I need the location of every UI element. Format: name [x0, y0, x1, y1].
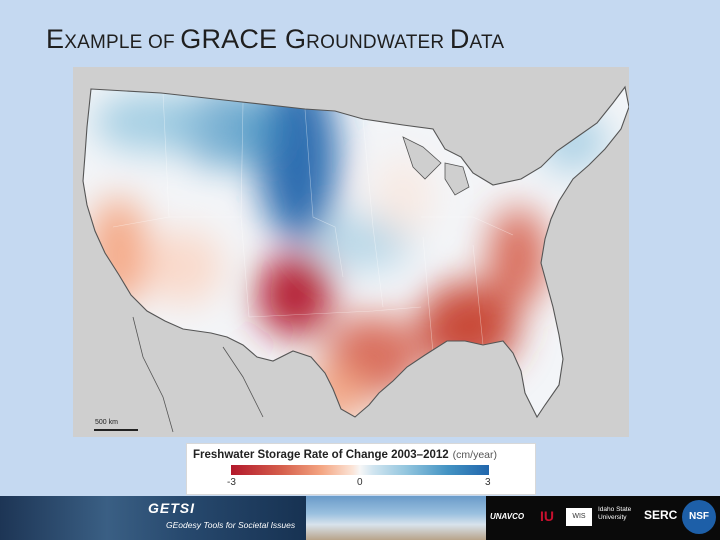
- map-svg: [73, 67, 629, 437]
- getsi-logo: GETSI: [148, 500, 196, 516]
- wis-logo: WIS: [566, 508, 592, 526]
- footer-field-photo: [306, 496, 486, 540]
- legend-color-ramp: [231, 465, 489, 475]
- legend-tick-min: -3: [227, 477, 236, 488]
- map-legend: Freshwater Storage Rate of Change 2003–2…: [186, 443, 536, 495]
- groundwater-map: [73, 67, 629, 437]
- serc-logo: SERC: [644, 508, 678, 522]
- legend-tick-mid: 0: [357, 477, 363, 488]
- legend-title: Freshwater Storage Rate of Change 2003–2…: [193, 449, 498, 461]
- iu-logo: IU: [540, 508, 554, 524]
- slide-title: EXAMPLE OF GRACE GROUNDWATER DATA: [46, 24, 505, 54]
- legend-tick-max: 3: [485, 477, 491, 488]
- scale-label: 500 km: [95, 419, 118, 426]
- footer-banner: GETSI GEodesy Tools for Societal Issues …: [0, 496, 720, 540]
- footer-photo-strip: [0, 496, 306, 540]
- getsi-tagline: GEodesy Tools for Societal Issues: [166, 520, 296, 530]
- legend-unit: (cm/year): [452, 449, 498, 461]
- scale-line: [94, 429, 138, 431]
- nsf-logo: NSF: [682, 500, 716, 534]
- scale-bar: 500 km: [94, 419, 138, 431]
- idaho-state-logo: Idaho State University: [598, 506, 632, 521]
- partner-logos: UNAVCO IU WIS Idaho State University SER…: [486, 496, 720, 540]
- unavco-logo: UNAVCO: [490, 512, 525, 521]
